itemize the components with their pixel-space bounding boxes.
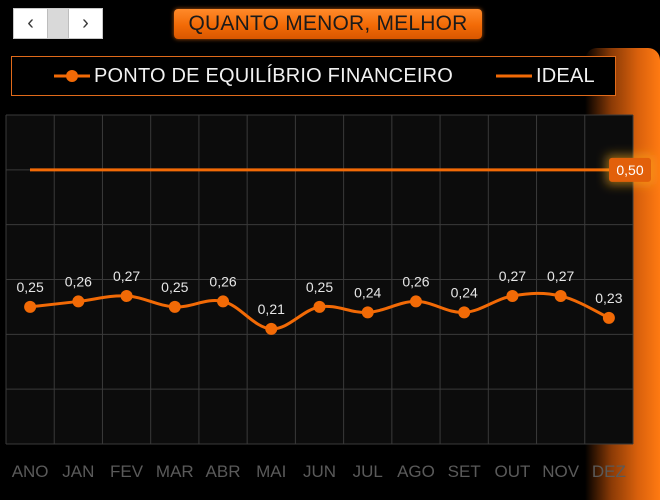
legend-label-series: PONTO DE EQUILÍBRIO FINANCEIRO: [94, 64, 454, 87]
chevron-left-icon: ‹: [27, 12, 34, 34]
x-tick-label: OUT: [494, 462, 530, 481]
data-label: 0,26: [65, 273, 92, 289]
x-tick-label: ABR: [206, 462, 241, 481]
data-label: 0,26: [209, 273, 236, 289]
data-label: 0,27: [499, 268, 526, 284]
data-point: [217, 295, 230, 308]
chart-title-banner: QUANTO MENOR, MELHOR: [174, 9, 482, 39]
data-point: [24, 300, 37, 313]
legend-line-icon: [496, 74, 532, 78]
data-point: [361, 306, 374, 319]
data-label: 0,21: [258, 301, 285, 317]
data-point: [409, 295, 422, 308]
x-tick-label: MAI: [256, 462, 286, 481]
chevron-right-icon: ›: [82, 12, 89, 34]
data-label: 0,26: [402, 273, 429, 289]
x-tick-label: AGO: [397, 462, 435, 481]
legend-line-marker-icon: [54, 70, 90, 82]
ideal-value-label: 0,50: [616, 162, 643, 178]
data-point: [72, 295, 85, 308]
ideal-label-box: [609, 157, 651, 182]
x-tick-label: JUL: [353, 462, 383, 481]
x-tick-label: NOV: [542, 462, 580, 481]
x-tick-label: ANO: [12, 462, 49, 481]
data-label: 0,25: [306, 279, 333, 295]
x-tick-label: FEV: [110, 462, 144, 481]
x-tick-label: DEZ: [592, 462, 626, 481]
data-point: [313, 300, 326, 313]
scroll-thumb[interactable]: [47, 9, 69, 38]
data-point: [265, 322, 278, 335]
x-tick-label: SET: [448, 462, 481, 481]
data-point: [554, 289, 567, 302]
data-label: 0,24: [451, 284, 478, 300]
data-label: 0,25: [161, 279, 188, 295]
legend-item-series: PONTO DE EQUILÍBRIO FINANCEIRO: [54, 57, 453, 95]
x-tick-label: JUN: [303, 462, 336, 481]
data-point: [602, 311, 615, 324]
data-point: [168, 300, 181, 313]
legend-item-ideal: IDEAL: [496, 57, 595, 95]
previous-button[interactable]: ‹: [14, 9, 47, 38]
data-label: 0,24: [354, 284, 381, 300]
data-point: [506, 289, 519, 302]
next-button[interactable]: ›: [69, 9, 102, 38]
legend-label-ideal: IDEAL: [536, 64, 595, 87]
x-tick-label: JAN: [62, 462, 94, 481]
data-label: 0,27: [547, 268, 574, 284]
data-label: 0,27: [113, 268, 140, 284]
data-label: 0,23: [595, 290, 622, 306]
x-tick-label: MAR: [156, 462, 194, 481]
data-label: 0,25: [16, 279, 43, 295]
data-point: [458, 306, 471, 319]
chart-legend: PONTO DE EQUILÍBRIO FINANCEIRO IDEAL: [11, 56, 616, 96]
month-navigator[interactable]: ‹ ›: [13, 8, 103, 39]
data-point: [120, 289, 133, 302]
